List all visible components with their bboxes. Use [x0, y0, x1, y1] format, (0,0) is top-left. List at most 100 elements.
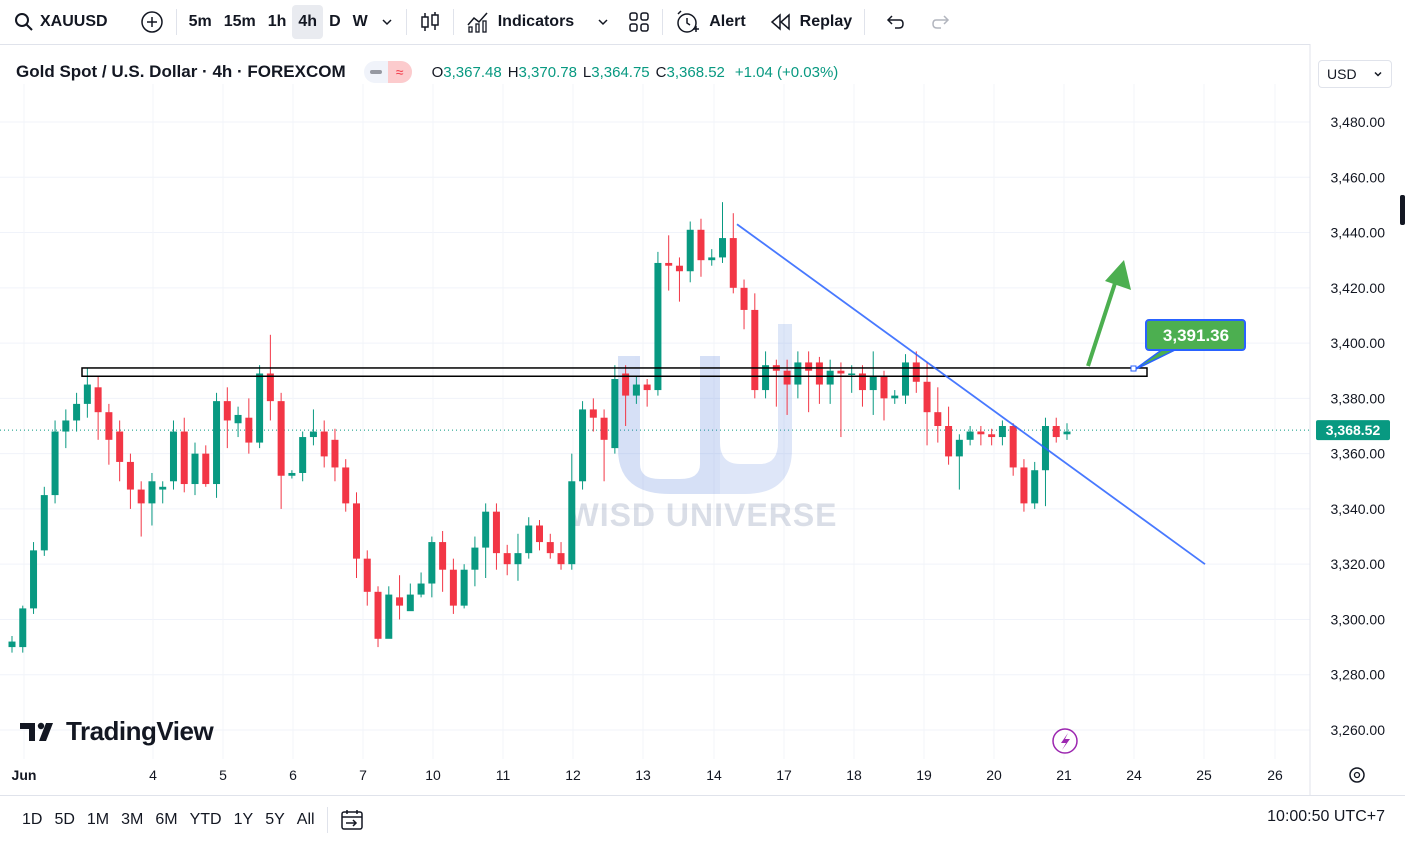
candle[interactable]	[600, 409, 608, 482]
candle[interactable]	[622, 365, 630, 426]
candle[interactable]	[406, 583, 414, 612]
candle[interactable]	[299, 431, 307, 482]
candle[interactable]	[902, 354, 910, 404]
range-all[interactable]: All	[296, 811, 315, 828]
chart-type-button[interactable]	[413, 5, 447, 39]
candle[interactable]	[912, 351, 920, 393]
price-axis[interactable]: 3,480.00 3,460.00 3,440.00 3,420.00 3,400.00…	[1309, 44, 1405, 795]
range-1d[interactable]: 1D	[22, 811, 43, 828]
range-6m[interactable]: 6M	[155, 811, 178, 828]
alert-button[interactable]: Alert	[669, 5, 751, 39]
candle[interactable]	[794, 351, 802, 399]
candle[interactable]	[331, 428, 339, 482]
time-axis[interactable]: Jun 4 5 6 7 10 11 12 13 14 17 18 19 20 21 24 25 26	[12, 767, 1283, 783]
candle[interactable]	[880, 370, 888, 421]
candle[interactable]	[492, 503, 500, 570]
candle[interactable]	[719, 202, 727, 263]
candle[interactable]	[342, 459, 350, 512]
interval-w[interactable]: W	[352, 13, 368, 30]
candle[interactable]	[1020, 459, 1028, 512]
candle[interactable]	[643, 379, 651, 407]
candle[interactable]	[439, 531, 447, 592]
candle[interactable]	[148, 472, 156, 526]
candle[interactable]	[955, 434, 963, 490]
candle[interactable]	[105, 403, 113, 465]
candle[interactable]	[116, 420, 124, 482]
candle[interactable]	[557, 542, 565, 570]
layouts-button[interactable]	[622, 5, 656, 39]
undo-button[interactable]	[877, 5, 911, 39]
candle[interactable]	[309, 409, 317, 446]
candle[interactable]	[352, 492, 360, 578]
symbol-search-button[interactable]: XAUUSD	[0, 5, 114, 39]
candle[interactable]	[191, 442, 199, 496]
candle[interactable]	[611, 365, 619, 454]
candle[interactable]	[385, 586, 393, 639]
replay-button[interactable]: Replay	[764, 5, 858, 39]
candle[interactable]	[783, 359, 791, 415]
downtrend-line[interactable]	[736, 223, 1206, 565]
candle[interactable]	[654, 251, 662, 396]
candle[interactable]	[945, 406, 953, 465]
candle[interactable]	[848, 365, 856, 393]
interval-dropdown[interactable]	[374, 5, 400, 39]
candle[interactable]	[471, 536, 479, 587]
candle[interactable]	[62, 409, 70, 449]
range-ytd[interactable]: YTD	[189, 811, 222, 828]
interval-4h[interactable]: 4h	[292, 5, 324, 39]
candle[interactable]	[1052, 417, 1060, 443]
tradingview-logo[interactable]: TradingView	[20, 716, 214, 747]
lightning-badge[interactable]	[1052, 728, 1078, 754]
candle[interactable]	[697, 218, 705, 277]
last-price-badge[interactable]: 3,368.52	[1316, 420, 1390, 441]
indicators-dropdown[interactable]	[590, 5, 616, 39]
candle[interactable]	[632, 376, 640, 404]
candle[interactable]	[159, 481, 167, 504]
candle[interactable]	[94, 376, 102, 440]
candle[interactable]	[579, 401, 587, 490]
candle[interactable]	[460, 564, 468, 609]
candle[interactable]	[245, 398, 253, 454]
candle[interactable]	[988, 428, 996, 446]
candle[interactable]	[51, 420, 59, 504]
candle[interactable]	[891, 390, 899, 404]
candle[interactable]	[396, 575, 404, 620]
candle[interactable]	[751, 293, 759, 399]
candle[interactable]	[277, 392, 285, 509]
candle[interactable]	[740, 279, 748, 330]
candle[interactable]	[83, 367, 91, 418]
redo-button[interactable]	[925, 5, 959, 39]
interval-d[interactable]: D	[329, 13, 341, 30]
candle[interactable]	[202, 445, 210, 487]
candle[interactable]	[266, 334, 274, 421]
candle[interactable]	[966, 426, 974, 446]
candle[interactable]	[923, 362, 931, 446]
candle[interactable]	[1009, 423, 1017, 476]
interval-5m[interactable]: 5m	[188, 13, 212, 30]
price-chart[interactable]: WISD UNIVERSE 3,391.36 3,480.003,460.003…	[0, 44, 1405, 795]
candle[interactable]	[665, 235, 673, 291]
candle[interactable]	[320, 420, 328, 468]
candle[interactable]	[417, 572, 425, 598]
candle[interactable]	[482, 503, 490, 578]
candle[interactable]	[675, 257, 683, 302]
target-price-callout[interactable]: 3,391.36	[1130, 319, 1246, 372]
indicators-button[interactable]: Indicators	[460, 5, 580, 39]
candle[interactable]	[449, 558, 457, 614]
candle[interactable]	[589, 398, 597, 432]
candle[interactable]	[503, 544, 511, 576]
drawings-layer[interactable]: 3,391.36	[81, 223, 1246, 565]
range-3m[interactable]: 3M	[121, 811, 144, 828]
candle[interactable]	[8, 636, 16, 653]
legend-visibility-toggle[interactable]: ≈	[363, 61, 412, 83]
candle[interactable]	[729, 213, 737, 294]
candle[interactable]	[977, 426, 985, 446]
interval-15m[interactable]: 15m	[223, 13, 256, 30]
candle[interactable]	[180, 417, 188, 493]
candle[interactable]	[858, 365, 866, 407]
candle[interactable]	[137, 481, 145, 537]
candle[interactable]	[708, 249, 716, 266]
right-edge-handle[interactable]	[1400, 195, 1405, 225]
candle[interactable]	[374, 586, 382, 648]
go-to-date-button[interactable]	[334, 803, 370, 837]
